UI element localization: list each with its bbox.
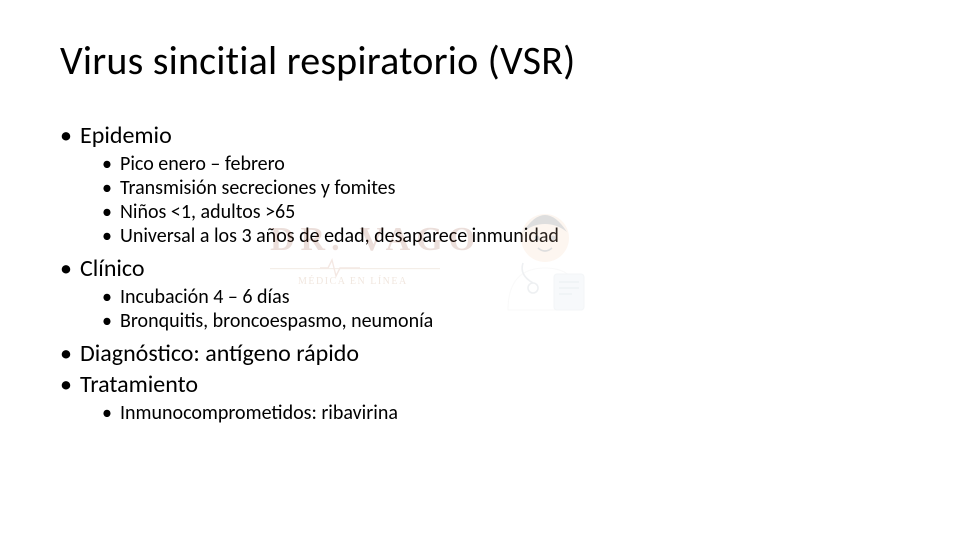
bullet-list-lvl1: Epidemio Pico enero – febrero Transmisió…: [60, 121, 900, 425]
bullet-lvl2-item: Transmisión secreciones y fomites: [102, 176, 900, 200]
bullet-lvl1-label: Epidemio: [60, 121, 172, 150]
bullet-lvl2-item: Incubación 4 – 6 días: [102, 285, 900, 309]
bullet-lvl2-item: Bronquitis, broncoespasmo, neumonía: [102, 309, 900, 333]
bullet-lvl1-label: Diagnóstico: antígeno rápido: [60, 339, 359, 368]
bullet-lvl1-item: Diagnóstico: antígeno rápido: [60, 339, 900, 368]
bullet-lvl2-text: Pico enero – febrero: [120, 152, 285, 176]
bullet-lvl1-item: Clínico Incubación 4 – 6 días Bronquitis…: [60, 254, 900, 333]
bullet-lvl2-item: Inmunocomprometidos: ribavirina: [102, 401, 900, 425]
bullet-lvl2-text: Inmunocomprometidos: ribavirina: [120, 401, 398, 425]
bullet-lvl2-text: Bronquitis, broncoespasmo, neumonía: [120, 309, 433, 333]
bullet-list-lvl2: Incubación 4 – 6 días Bronquitis, bronco…: [102, 285, 900, 333]
bullet-lvl1-label: Tratamiento: [60, 370, 198, 399]
bullet-lvl2-text: Niños <1, adultos >65: [120, 200, 295, 224]
bullet-lvl2-text: Transmisión secreciones y fomites: [120, 176, 395, 200]
slide-title: Virus sincitial respiratorio (VSR): [60, 36, 900, 85]
slide-container: DR. VAGO MÉDICA EN LÍNEA Virus sincitial…: [0, 0, 960, 540]
bullet-lvl1-item: Tratamiento Inmunocomprometidos: ribavir…: [60, 370, 900, 425]
bullet-lvl1-label: Clínico: [60, 254, 145, 283]
bullet-lvl2-item: Niños <1, adultos >65: [102, 200, 900, 224]
bullet-list-lvl2: Pico enero – febrero Transmisión secreci…: [102, 152, 900, 248]
bullet-lvl2-text: Universal a los 3 años de edad, desapare…: [120, 224, 559, 248]
bullet-lvl1-item: Epidemio Pico enero – febrero Transmisió…: [60, 121, 900, 248]
bullet-lvl2-item: Universal a los 3 años de edad, desapare…: [102, 224, 900, 248]
bullet-lvl2-item: Pico enero – febrero: [102, 152, 900, 176]
bullet-list-lvl2: Inmunocomprometidos: ribavirina: [102, 401, 900, 425]
bullet-lvl2-text: Incubación 4 – 6 días: [120, 285, 290, 309]
